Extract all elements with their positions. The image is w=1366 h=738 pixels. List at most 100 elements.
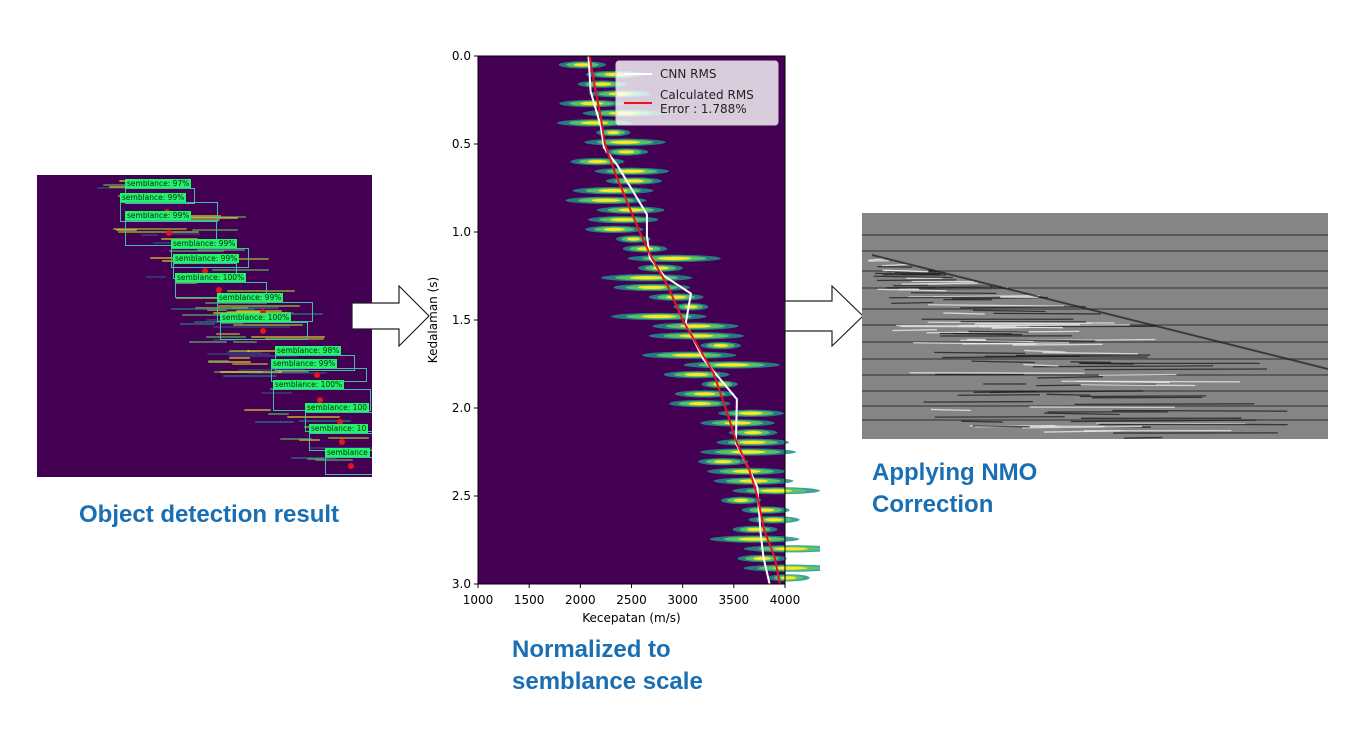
seismic-event — [877, 288, 947, 292]
semblance-streak — [194, 320, 238, 323]
seismic-event — [941, 355, 1080, 359]
semblance-blob — [600, 274, 693, 282]
semblance-streak — [268, 412, 290, 415]
semblance-streak — [168, 233, 200, 236]
detection-label: semblance: 99% — [125, 211, 192, 220]
seismic-event — [1123, 436, 1163, 439]
semblance-blob — [565, 196, 647, 204]
semblance-blob — [732, 525, 778, 534]
semblance-streak — [197, 249, 246, 252]
seismic-event — [1042, 351, 1139, 355]
semblance-blob — [700, 448, 796, 456]
seismic-event — [1084, 368, 1268, 371]
velocity-semblance-chart: 1000 1500 2000 2500 3000 3500 4000 0.0 0.5 1.0 1.5… — [426, 49, 820, 625]
seismic-event — [953, 332, 1023, 336]
legend-label-calculated: Calculated RMS Error : 1.788% — [660, 88, 754, 116]
detection-label: semblance — [325, 448, 370, 457]
seismic-event — [892, 329, 937, 332]
seismic-event — [1112, 409, 1288, 412]
semblance-blob — [737, 554, 787, 563]
semblance-blob — [701, 380, 738, 388]
seismic-event — [909, 372, 1085, 374]
detection-label: semblance: 100% — [220, 313, 292, 322]
seismic-event — [1022, 425, 1143, 429]
detection-label: semblance: 100 — [305, 403, 369, 412]
mute-boundary — [871, 254, 1328, 370]
x-tick-label: 2500 — [616, 593, 647, 607]
calculated-rms-line — [588, 55, 781, 585]
x-tick-label: 1000 — [463, 593, 494, 607]
seismic-event — [1096, 422, 1246, 425]
y-tick-label: 0.0 — [452, 49, 471, 63]
semblance-blob — [613, 283, 690, 292]
semblance-streak — [246, 350, 296, 353]
seismic-event — [1098, 373, 1177, 376]
caption-normalized-line1: Normalized to — [512, 636, 671, 663]
semblance-streak — [205, 318, 222, 321]
detection-center-marker — [216, 286, 223, 293]
y-tick-label: 3.0 — [452, 577, 471, 591]
semblance-streak — [220, 322, 244, 325]
seismic-event — [1079, 395, 1207, 398]
seismic-event — [901, 282, 978, 285]
x-tick-label: 1500 — [514, 593, 545, 607]
x-tick-label: 2000 — [565, 593, 596, 607]
semblance-blob — [627, 254, 721, 262]
seismic-event — [972, 425, 1030, 428]
semblance-streak — [169, 250, 224, 253]
seismic-event — [1044, 412, 1120, 416]
semblance-blob — [720, 496, 762, 504]
seismic-event — [875, 272, 941, 275]
seismic-event — [918, 287, 1008, 290]
semblance-blob — [616, 235, 651, 243]
detection-center-marker — [347, 462, 354, 469]
semblance-streak — [327, 437, 370, 440]
semblance-streak — [118, 231, 200, 234]
semblance-blob — [594, 167, 669, 175]
semblance-streak — [146, 275, 166, 278]
seismic-event — [1032, 365, 1214, 368]
semblance-streak — [286, 416, 340, 419]
semblance-streak — [192, 229, 239, 232]
seismic-event — [1070, 361, 1112, 364]
semblance-streak — [207, 360, 252, 363]
semblance-streak — [180, 323, 215, 326]
detection-box — [171, 248, 249, 268]
semblance-blob — [748, 516, 800, 524]
detection-center-marker — [317, 397, 324, 404]
legend: CNN RMS Calculated RMS Error : 1.788% — [615, 60, 779, 126]
seismic-event — [1080, 362, 1134, 365]
semblance-streak — [216, 333, 240, 336]
seismic-event — [985, 339, 1096, 342]
semblance-streak — [206, 352, 270, 355]
semblance-blob — [669, 400, 731, 408]
semblance-blob — [709, 535, 800, 543]
detection-center-marker — [166, 230, 173, 237]
seismic-event — [1023, 363, 1059, 367]
detection-box — [120, 202, 218, 222]
semblance-streak — [140, 234, 158, 237]
semblance-streak — [307, 446, 372, 449]
semblance-streak — [208, 359, 230, 362]
semblance-blob — [707, 467, 786, 475]
detection-box — [220, 322, 308, 340]
semblance-streak — [220, 371, 283, 374]
semblance-blob — [572, 187, 654, 195]
series-layer — [587, 55, 781, 585]
seismic-event — [961, 420, 1003, 423]
x-tick-label: 3000 — [667, 593, 698, 607]
seismic-event — [943, 312, 985, 315]
seismic-event — [934, 351, 1026, 355]
seismic-event — [876, 279, 957, 282]
seismic-event — [868, 258, 886, 261]
seismic-event — [989, 390, 1144, 393]
seismic-event — [971, 360, 1036, 364]
semblance-streak — [231, 362, 268, 365]
x-axis-label: Kecepatan (m/s) — [582, 611, 680, 625]
detection-label: semblance: 97% — [125, 179, 192, 188]
semblance-streak — [233, 341, 257, 344]
detection-label: semblance: 99% — [271, 359, 338, 368]
legend-box — [615, 60, 779, 126]
semblance-blob — [732, 487, 820, 495]
seismic-event — [1070, 419, 1257, 423]
